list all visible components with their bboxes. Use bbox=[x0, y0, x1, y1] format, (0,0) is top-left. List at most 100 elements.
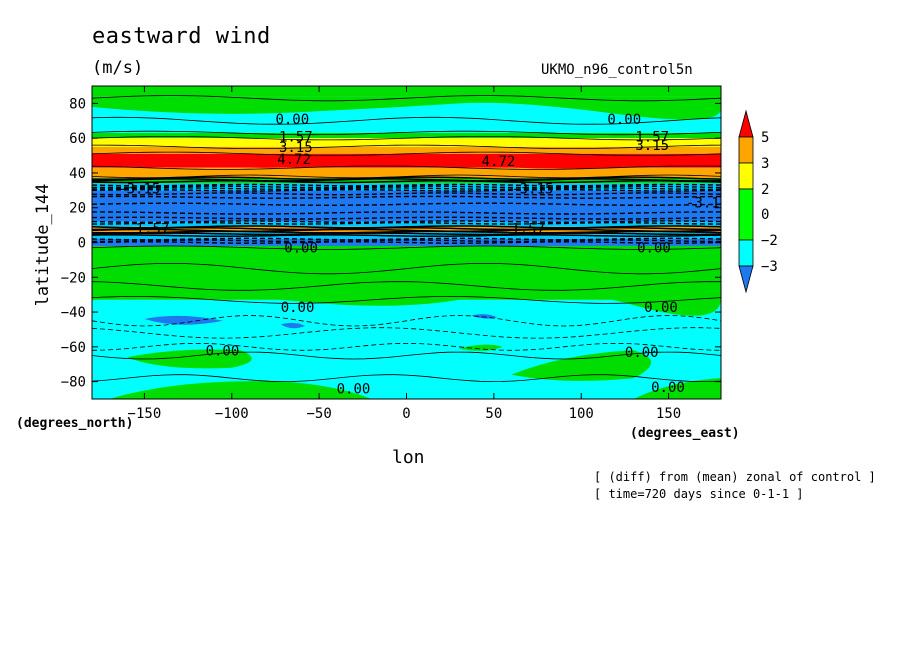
wind-band-2 bbox=[92, 132, 721, 139]
contour-label-1: 1.57 bbox=[279, 129, 313, 145]
wind-region-9 bbox=[144, 315, 224, 325]
contour-solid-21 bbox=[92, 351, 721, 360]
note-diff: [ (diff) from (mean) zonal of control ] bbox=[594, 470, 876, 484]
contour-dashed-1 bbox=[92, 185, 721, 189]
contour-dashed-8 bbox=[92, 216, 721, 220]
x-tick-label-4: 50 bbox=[485, 406, 502, 422]
contour-label-8: -3.15 bbox=[118, 182, 160, 198]
chart-source: UKMO_n96_control5n bbox=[541, 62, 693, 78]
y-tick-label-7: −60 bbox=[61, 340, 86, 356]
x-tick-label-0: −150 bbox=[128, 406, 162, 422]
contour-label-19: 0.00 bbox=[337, 382, 371, 398]
contour-dashed-9 bbox=[92, 220, 721, 223]
contour-dashed-6 bbox=[92, 202, 721, 206]
wind-band-3 bbox=[92, 138, 721, 147]
wind-region-10 bbox=[280, 322, 306, 329]
colorbar-segment-3 bbox=[738, 188, 754, 241]
wind-region-1 bbox=[170, 156, 363, 168]
colorbar-segment-0 bbox=[738, 109, 754, 138]
contour-dashed-10 bbox=[92, 222, 721, 225]
contour-solid-9 bbox=[92, 178, 721, 182]
contour-dashed-14 bbox=[92, 315, 721, 327]
contour-solid-10 bbox=[92, 180, 721, 184]
contour-label-5: 0.00 bbox=[607, 112, 641, 128]
y-tick-label-6: −40 bbox=[61, 305, 86, 321]
colorbar-label-5: −3 bbox=[761, 259, 778, 275]
contour-solid-1 bbox=[92, 116, 721, 125]
contour-label-18: 0.00 bbox=[625, 345, 659, 361]
y-tick-label-3: 20 bbox=[69, 201, 86, 217]
colorbar-label-2: 2 bbox=[761, 182, 769, 198]
wind-region-3 bbox=[92, 290, 721, 316]
contour-solid-6 bbox=[92, 165, 721, 170]
contour-solid-5 bbox=[92, 151, 721, 156]
contour-solid-19 bbox=[92, 281, 721, 291]
contour-label-12: 1.57 bbox=[511, 222, 545, 238]
contour-label-10: -3.15 bbox=[686, 196, 728, 212]
x-tick-label-1: −100 bbox=[215, 406, 249, 422]
colorbar-label-3: 0 bbox=[761, 207, 769, 223]
contour-solid-3 bbox=[92, 136, 721, 141]
contour-solid-20 bbox=[92, 295, 721, 304]
y-tick-label-8: −80 bbox=[61, 375, 86, 391]
contour-solid-12 bbox=[92, 226, 721, 231]
contour-label-17: 0.00 bbox=[206, 343, 240, 359]
colorbar-label-1: 3 bbox=[761, 156, 769, 172]
contour-label-15: 0.00 bbox=[281, 300, 315, 316]
y-tick-label-5: −20 bbox=[61, 270, 86, 286]
wind-band-6 bbox=[92, 167, 721, 179]
contour-solid-11 bbox=[92, 225, 721, 229]
contour-label-16: 0.00 bbox=[644, 300, 678, 316]
wind-region-5 bbox=[109, 381, 372, 399]
contour-solid-0 bbox=[92, 95, 721, 102]
contour-label-4: 4.72 bbox=[482, 154, 516, 170]
x-axis-label: lon bbox=[392, 447, 425, 468]
contour-solid-17 bbox=[92, 245, 721, 250]
colorbar-segment-1 bbox=[738, 136, 754, 164]
wind-region-4 bbox=[126, 349, 252, 369]
contour-dashed-11 bbox=[92, 237, 721, 241]
contour-dashed-3 bbox=[92, 188, 721, 192]
contour-dashed-7 bbox=[92, 211, 721, 215]
contour-label-11: 1.57 bbox=[136, 222, 170, 238]
contour-label-6: 1.57 bbox=[635, 129, 669, 145]
y-axis-unit: (degrees_north) bbox=[16, 416, 134, 431]
colorbar-segment-4 bbox=[738, 239, 754, 267]
wind-region-7 bbox=[633, 378, 721, 399]
wind-region-8 bbox=[458, 344, 503, 351]
contour-dashed-2 bbox=[92, 187, 721, 190]
wind-region-6 bbox=[511, 350, 652, 381]
colorbar-segment-5 bbox=[738, 265, 754, 294]
contour-solid-7 bbox=[92, 174, 721, 179]
contour-dashed-16 bbox=[92, 342, 721, 351]
wind-band-9 bbox=[92, 190, 721, 222]
contour-solid-4 bbox=[92, 144, 721, 149]
contour-solid-15 bbox=[92, 232, 721, 236]
chart-title: eastward wind bbox=[92, 24, 271, 49]
contour-label-3: 4.72 bbox=[277, 152, 311, 168]
x-tick-label-5: 100 bbox=[569, 406, 594, 422]
y-tick-label-2: 40 bbox=[69, 166, 86, 182]
contour-label-20: 0.00 bbox=[651, 380, 685, 396]
x-tick-label-3: 0 bbox=[402, 406, 410, 422]
wind-region-2 bbox=[441, 155, 687, 169]
contour-solid-8 bbox=[92, 176, 721, 180]
contour-label-13: 0.00 bbox=[284, 241, 318, 257]
contour-dashed-5 bbox=[92, 195, 721, 199]
wind-band-11 bbox=[92, 226, 721, 233]
wind-band-10 bbox=[92, 221, 721, 227]
contour-dashed-0 bbox=[92, 183, 721, 187]
contour-solid-16 bbox=[92, 234, 721, 237]
contour-solid-18 bbox=[92, 263, 721, 275]
contour-label-2: 3.15 bbox=[279, 140, 313, 156]
contour-label-9: -3.15 bbox=[511, 182, 553, 198]
colorbar-label-0: 5 bbox=[761, 130, 769, 146]
y-tick-label-0: 80 bbox=[69, 96, 86, 112]
chart-units: (m/s) bbox=[92, 58, 144, 78]
colorbar-segment-2 bbox=[738, 162, 754, 190]
contour-label-7: 3.15 bbox=[635, 138, 669, 154]
wind-region-0 bbox=[92, 96, 721, 120]
contour-solid-22 bbox=[92, 374, 721, 383]
wind-band-4 bbox=[92, 146, 721, 154]
